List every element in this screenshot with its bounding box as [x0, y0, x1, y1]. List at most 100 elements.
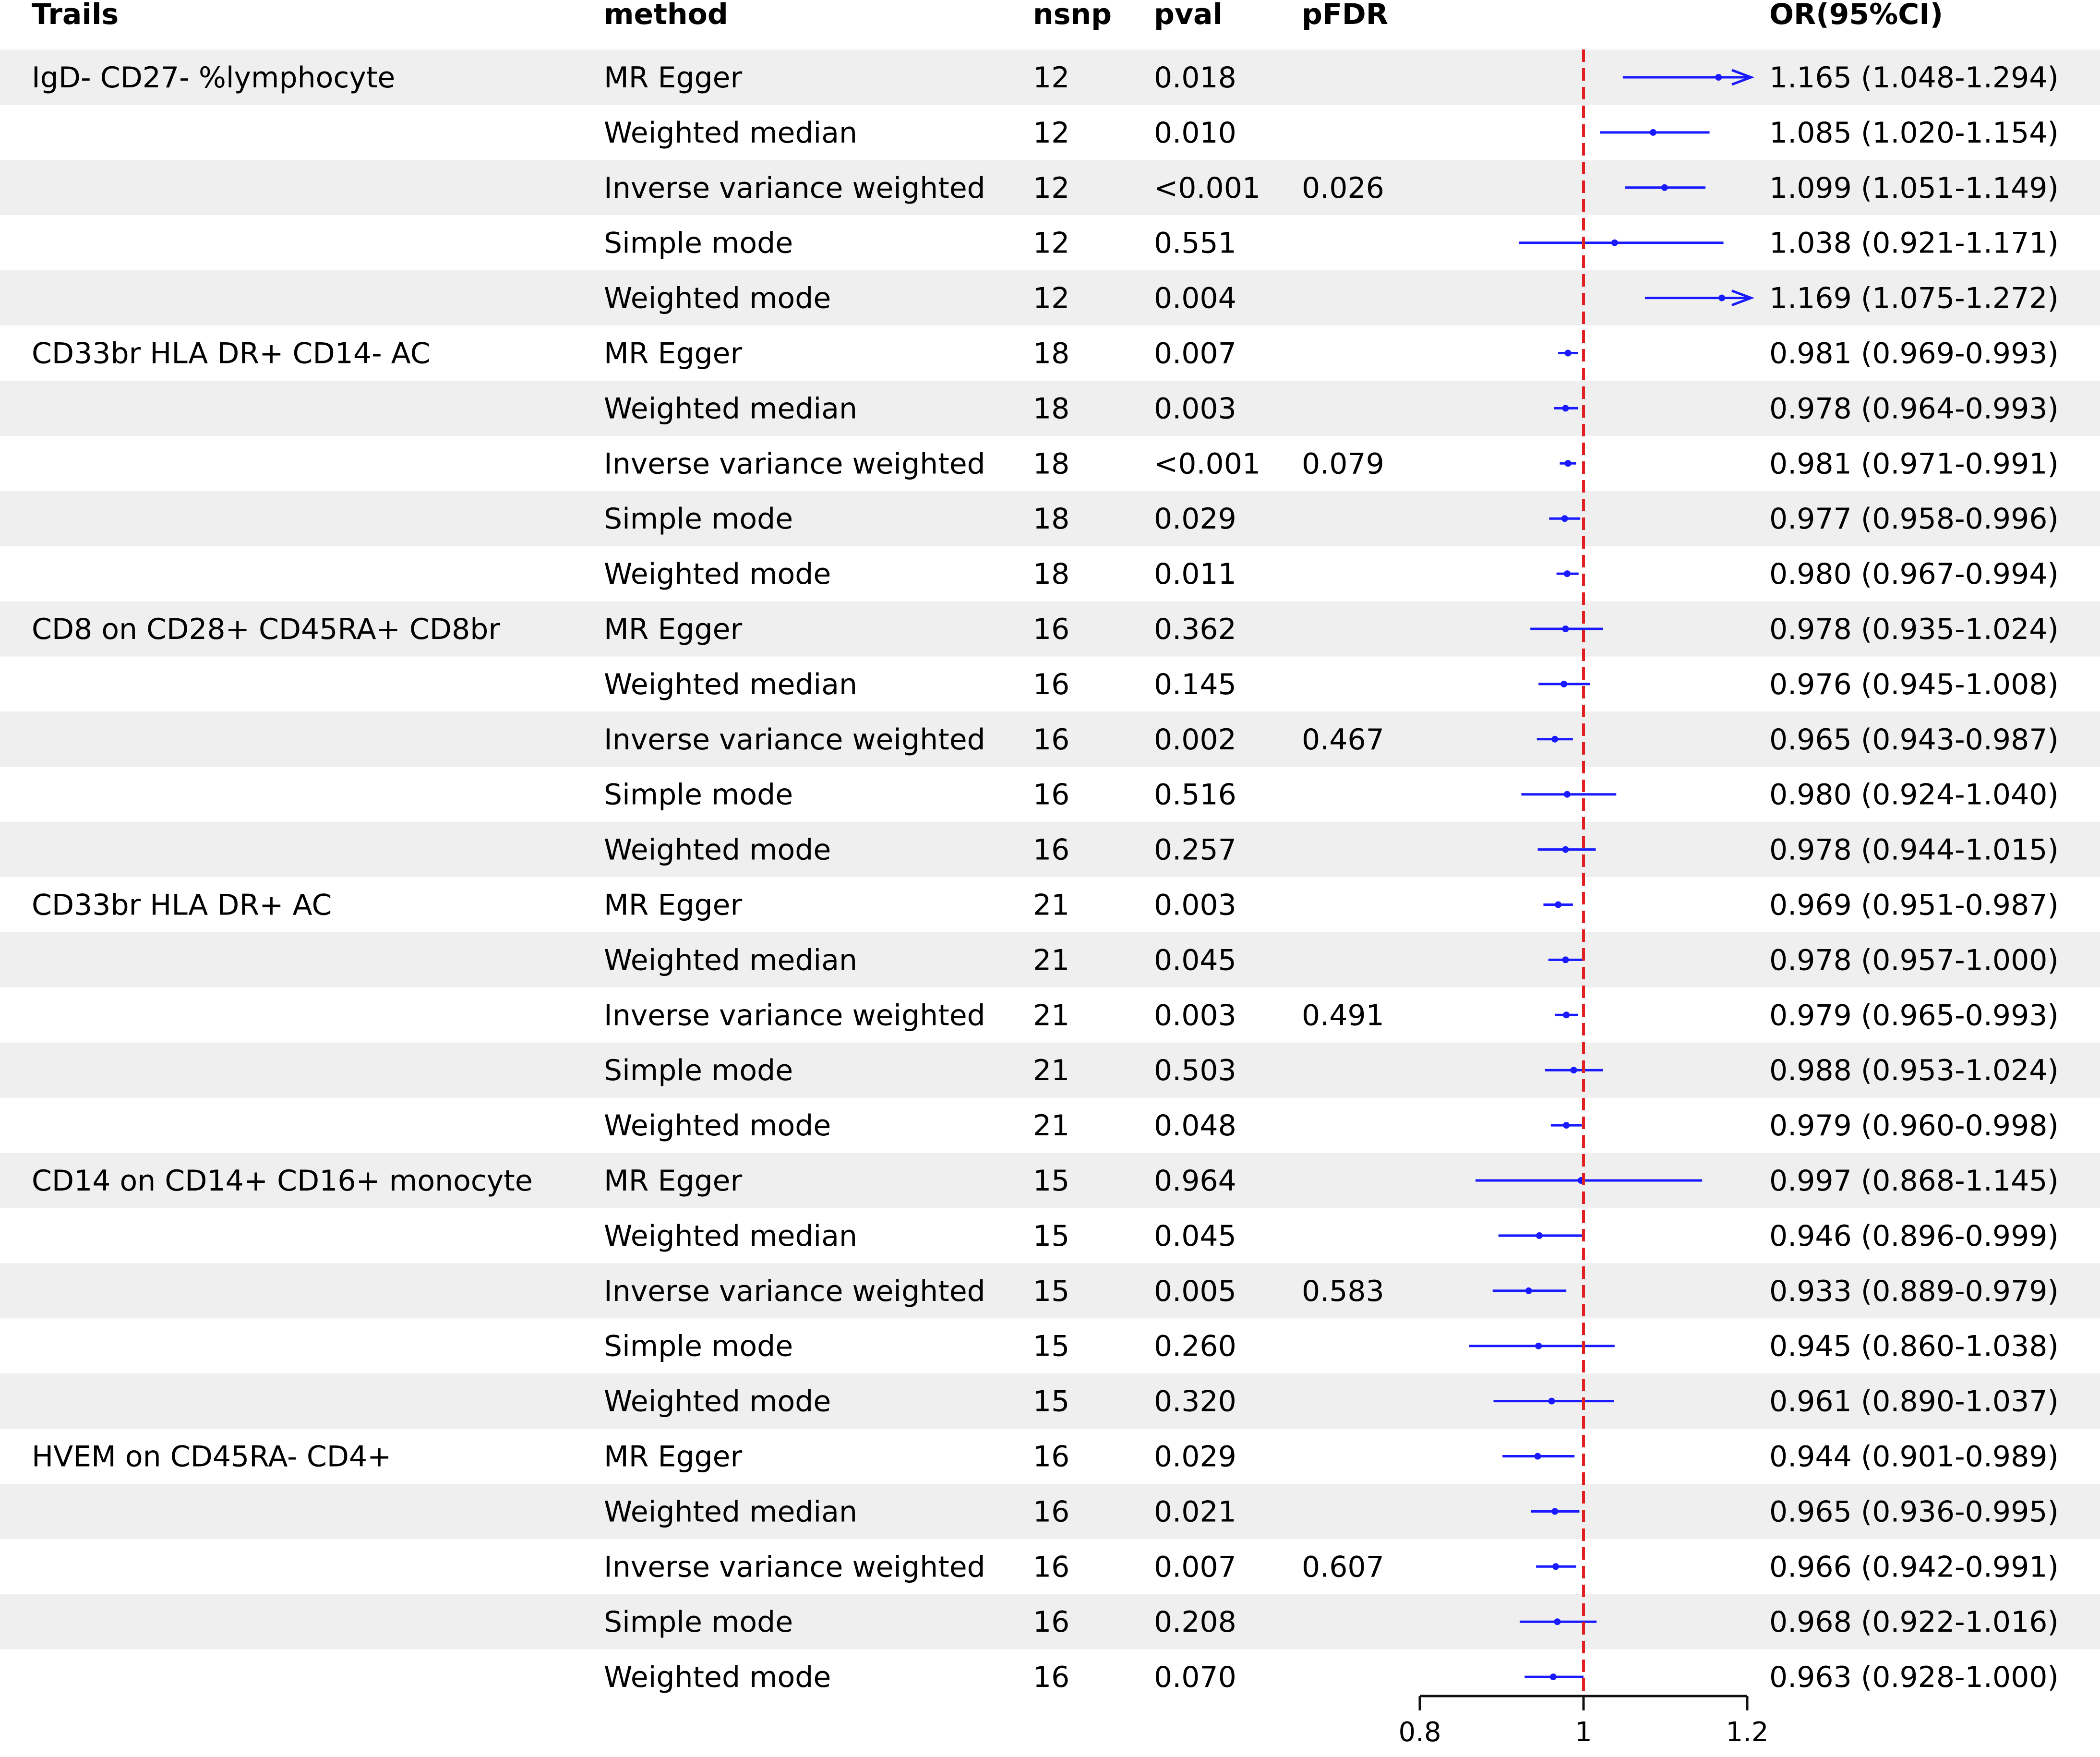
pval-value: <0.001 [1154, 447, 1260, 481]
point-estimate [1549, 1673, 1557, 1681]
or-ci-label: 0.976 (0.945-1.008) [1769, 668, 2059, 701]
forest-marks [1469, 49, 1755, 1694]
point-estimate [1570, 1067, 1577, 1074]
pval-value: 0.011 [1154, 557, 1236, 591]
or-ci-label: 0.988 (0.953-1.024) [1769, 1054, 2059, 1087]
method-label: MR Egger [604, 1440, 743, 1474]
nsnp-value: 12 [1033, 116, 1069, 150]
pval-value: 0.208 [1154, 1605, 1236, 1639]
point-estimate [1534, 1453, 1541, 1460]
method-label: MR Egger [604, 337, 743, 371]
or-ci-label: 0.968 (0.922-1.016) [1769, 1605, 2059, 1639]
trait-label: IgD- CD27- %lymphocyte [32, 61, 395, 95]
ci-arrow-marker [1731, 69, 1755, 86]
method-label: Weighted mode [604, 1109, 831, 1143]
method-label: MR Egger [604, 889, 743, 922]
header-or-ci: OR(95%CI) [1769, 0, 1943, 31]
nsnp-value: 21 [1033, 889, 1069, 922]
pfdr-value: 0.583 [1302, 1275, 1384, 1308]
pval-value: 0.257 [1154, 833, 1236, 867]
point-estimate [1563, 570, 1571, 578]
point-estimate [1525, 1287, 1532, 1294]
pval-value: 0.007 [1154, 337, 1236, 371]
nsnp-value: 16 [1033, 1495, 1069, 1528]
point-estimate [1563, 1011, 1570, 1019]
method-label: Weighted mode [604, 557, 831, 591]
method-label: Simple mode [604, 1330, 793, 1363]
point-estimate [1715, 74, 1722, 81]
pval-value: 0.145 [1154, 668, 1236, 701]
or-ci-label: 0.946 (0.896-0.999) [1769, 1219, 2059, 1253]
method-label: Weighted mode [604, 282, 831, 315]
pval-value: 0.516 [1154, 778, 1236, 812]
nsnp-value: 15 [1033, 1330, 1069, 1363]
pval-value: 0.503 [1154, 1054, 1236, 1087]
point-estimate [1611, 239, 1618, 246]
nsnp-value: 18 [1033, 337, 1069, 371]
nsnp-value: 16 [1033, 613, 1069, 646]
nsnp-value: 16 [1033, 723, 1069, 757]
nsnp-value: 15 [1033, 1275, 1069, 1308]
or-ci-label: 0.944 (0.901-0.989) [1769, 1440, 2059, 1474]
or-ci-label: 1.099 (1.051-1.149) [1769, 171, 2059, 205]
ci-arrow-marker [1731, 289, 1755, 306]
trait-label: CD14 on CD14+ CD16+ monocyte [32, 1164, 533, 1198]
row-stripes [0, 49, 2100, 1649]
pval-value: 0.021 [1154, 1495, 1236, 1528]
method-label: Weighted mode [604, 833, 831, 867]
row-stripe [0, 1483, 2100, 1539]
pval-value: 0.320 [1154, 1385, 1236, 1419]
row-stripe [0, 491, 2100, 546]
point-estimate [1649, 129, 1656, 136]
method-label: Simple mode [604, 227, 793, 260]
nsnp-value: 18 [1033, 502, 1069, 536]
method-label: Weighted median [604, 116, 857, 150]
point-estimate [1536, 1232, 1543, 1239]
or-ci-label: 1.169 (1.075-1.272) [1769, 282, 2059, 315]
nsnp-value: 18 [1033, 447, 1069, 481]
method-label: Simple mode [604, 1054, 793, 1087]
point-estimate [1564, 460, 1572, 467]
method-label: MR Egger [604, 61, 743, 95]
pfdr-value: 0.467 [1302, 723, 1384, 757]
pfdr-value: 0.026 [1302, 171, 1384, 205]
point-estimate [1554, 1618, 1561, 1625]
or-ci-label: 0.980 (0.967-0.994) [1769, 557, 2059, 591]
pval-value: 0.003 [1154, 889, 1236, 922]
or-ci-label: 0.980 (0.924-1.040) [1769, 778, 2059, 812]
header-trait: Trails [32, 0, 119, 31]
row-stripe [0, 601, 2100, 657]
point-estimate [1564, 349, 1572, 357]
nsnp-value: 12 [1033, 61, 1069, 95]
row-stripe [0, 822, 2100, 878]
method-label: MR Egger [604, 1164, 743, 1198]
point-estimate [1563, 1122, 1570, 1129]
point-estimate [1561, 515, 1568, 522]
row-stripe [0, 932, 2100, 987]
or-ci-label: 0.979 (0.960-0.998) [1769, 1109, 2059, 1143]
method-label: Weighted mode [604, 1385, 831, 1419]
row-stripe [0, 1594, 2100, 1649]
method-label: Simple mode [604, 778, 793, 812]
method-label: Simple mode [604, 1605, 793, 1639]
header-pfdr: pFDR [1302, 0, 1388, 31]
point-estimate [1562, 626, 1569, 632]
pfdr-value: 0.079 [1302, 447, 1384, 481]
or-ci-label: 1.085 (1.020-1.154) [1769, 116, 2059, 150]
nsnp-value: 12 [1033, 282, 1069, 315]
trait-label: CD33br HLA DR+ AC [32, 889, 332, 922]
method-label: Weighted median [604, 1495, 857, 1528]
nsnp-value: 15 [1033, 1164, 1069, 1198]
or-ci-label: 0.966 (0.942-0.991) [1769, 1550, 2059, 1584]
row-stripe [0, 1263, 2100, 1319]
point-estimate [1563, 791, 1571, 798]
pval-value: 0.045 [1154, 1219, 1236, 1253]
nsnp-value: 18 [1033, 557, 1069, 591]
nsnp-value: 21 [1033, 999, 1069, 1032]
pval-value: 0.029 [1154, 502, 1236, 536]
nsnp-value: 21 [1033, 943, 1069, 977]
header-method: method [604, 0, 728, 31]
or-ci-label: 0.965 (0.943-0.987) [1769, 723, 2059, 757]
nsnp-value: 15 [1033, 1219, 1069, 1253]
